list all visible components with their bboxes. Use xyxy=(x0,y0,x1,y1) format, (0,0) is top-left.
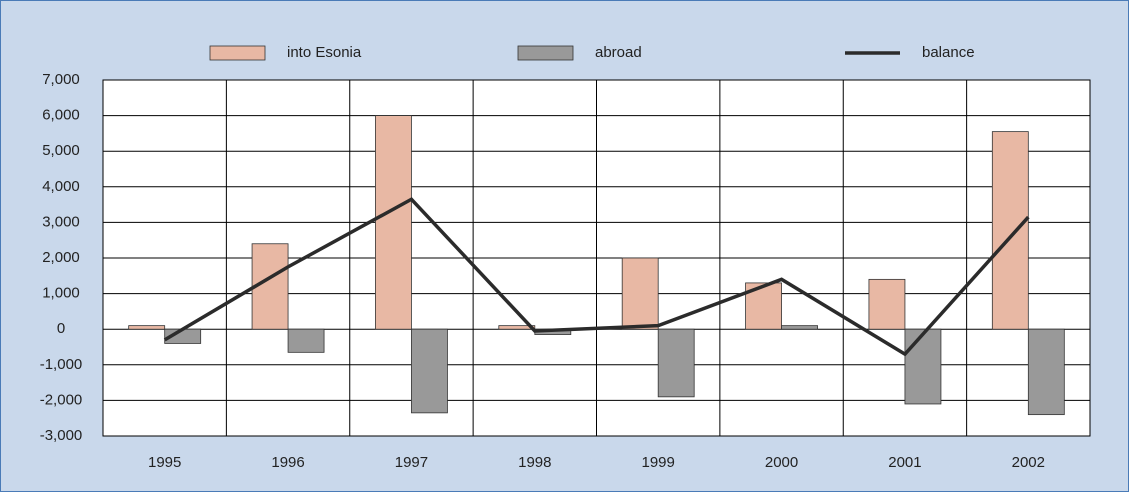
y-tick-label: -3,000 xyxy=(40,427,83,444)
y-tick-label: 6,000 xyxy=(42,107,80,124)
y-tick-label: 7,000 xyxy=(42,71,80,88)
legend-label: balance xyxy=(922,44,975,61)
y-tick-label: 5,000 xyxy=(42,142,80,159)
x-tick-label: 1996 xyxy=(271,454,304,471)
x-tick-label: 2000 xyxy=(765,454,798,471)
bar xyxy=(904,328,942,405)
y-tick-label: 1,000 xyxy=(42,285,80,302)
x-tick-label: 1999 xyxy=(642,454,675,471)
bar xyxy=(991,131,1029,330)
legend-label: abroad xyxy=(595,44,642,61)
x-tick-label: 1997 xyxy=(395,454,428,471)
legend-swatch xyxy=(517,45,574,61)
bar xyxy=(498,325,536,330)
legend-swatch xyxy=(209,45,266,61)
line xyxy=(163,197,1030,357)
bar xyxy=(657,328,695,398)
bar xyxy=(781,325,818,330)
y-tick-label: -1,000 xyxy=(40,356,83,373)
bar xyxy=(868,278,906,330)
bar xyxy=(287,328,325,353)
x-tick-label: 2002 xyxy=(1012,454,1045,471)
y-tick-label: 3,000 xyxy=(42,213,80,230)
x-tick-label: 2001 xyxy=(888,454,921,471)
bar xyxy=(375,115,412,330)
bar xyxy=(1027,328,1065,416)
y-tick-label: 4,000 xyxy=(42,178,80,195)
y-tick-label: 0 xyxy=(57,320,65,337)
bar xyxy=(411,328,448,414)
y-tick-label: 2,000 xyxy=(42,249,80,266)
legend-label: into Esonia xyxy=(287,44,362,61)
x-tick-label: 1995 xyxy=(148,454,181,471)
y-tick-label: -2,000 xyxy=(40,391,83,408)
bar xyxy=(621,257,659,330)
bar xyxy=(128,325,166,330)
x-tick-label: 1998 xyxy=(518,454,551,471)
